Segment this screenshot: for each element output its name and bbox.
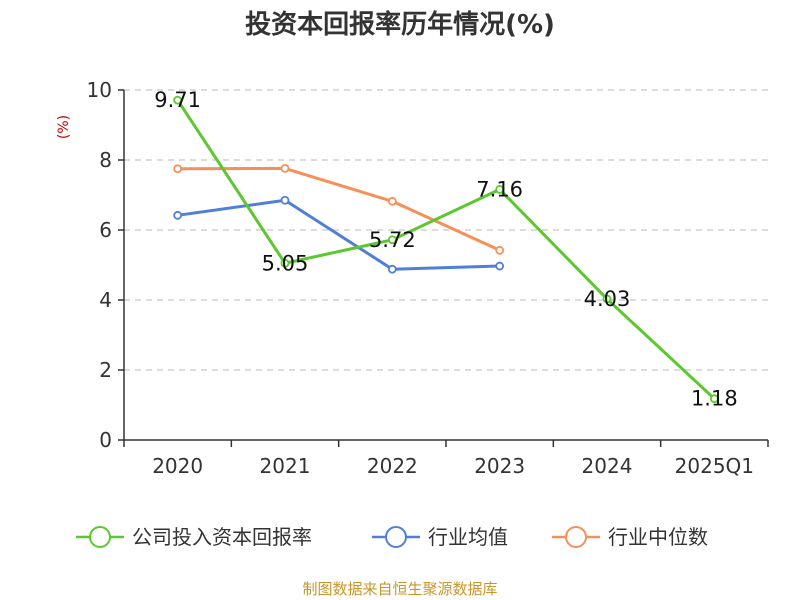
series-2-point-2023[interactable] — [495, 245, 505, 255]
legend-label-1[interactable]: 行业均值 — [428, 525, 508, 549]
y-tick-label-4: 4 — [99, 288, 112, 312]
series-1-point-2022[interactable] — [387, 264, 397, 274]
legend[interactable]: 公司投入资本回报率 行业均值 行业中位数 — [76, 525, 708, 549]
legend-marker-1[interactable] — [385, 526, 407, 548]
series-0-point-2022[interactable] — [387, 235, 397, 245]
series-0-point-2023[interactable] — [495, 184, 505, 194]
x-tick-label-2023: 2023 — [474, 454, 525, 478]
y-axis-unit: (%) — [56, 115, 72, 139]
series-0-point-2025Q1[interactable] — [709, 394, 719, 404]
data-label-2024: 4.03 — [584, 287, 631, 311]
data-label-2021: 5.05 — [262, 251, 309, 275]
y-tick-label-6: 6 — [99, 218, 112, 242]
axes — [118, 89, 769, 447]
legend-label-2[interactable]: 行业中位数 — [608, 525, 708, 549]
source-note: 制图数据来自恒生聚源数据库 — [302, 580, 497, 598]
chart-title: 投资本回报率历年情况(%) — [245, 9, 555, 40]
x-tick-label-2021: 2021 — [260, 454, 311, 478]
data-label-2020: 9.71 — [154, 88, 201, 112]
gridlines — [124, 89, 768, 371]
series-line-0 — [176, 99, 716, 400]
y-tick-label-2: 2 — [99, 358, 112, 382]
series-2-point-2021[interactable] — [280, 163, 290, 173]
legend-marker-2[interactable] — [565, 526, 587, 548]
series-line-2 — [177, 166, 501, 252]
y-tick-labels: 0 2 4 6 8 10 — [87, 78, 112, 452]
y-tick-label-8: 8 — [99, 148, 112, 172]
series-0-point-2024[interactable] — [602, 294, 612, 304]
series-line-1 — [177, 198, 500, 271]
data-labels: 9.71 5.05 5.72 7.16 4.03 1.18 — [154, 88, 737, 411]
legend-marker-0[interactable] — [89, 526, 111, 548]
data-label-2025Q1: 1.18 — [691, 387, 738, 411]
series-1-point-2020[interactable] — [173, 210, 183, 220]
x-tick-label-2022: 2022 — [367, 454, 418, 478]
series-2-point-2022[interactable] — [387, 196, 397, 206]
x-tick-label-2024: 2024 — [582, 454, 633, 478]
x-tick-labels: 2020 2021 2022 2023 2024 2025Q1 — [152, 454, 754, 478]
data-label-2022: 5.72 — [369, 228, 416, 252]
series-1-point-2023[interactable] — [495, 261, 505, 271]
x-tick-label-2020: 2020 — [152, 454, 203, 478]
series-0-point-2021[interactable] — [280, 258, 290, 268]
series-layer — [173, 95, 719, 404]
x-tick-label-2025Q1: 2025Q1 — [675, 454, 754, 478]
legend-label-0[interactable]: 公司投入资本回报率 — [132, 525, 312, 549]
data-label-2023: 7.16 — [476, 177, 523, 201]
y-tick-label-0: 0 — [99, 428, 112, 452]
series-0-point-2020[interactable] — [173, 95, 183, 105]
series-2-point-2020[interactable] — [173, 164, 183, 174]
y-tick-label-10: 10 — [87, 78, 112, 102]
series-1-point-2021[interactable] — [280, 195, 290, 205]
